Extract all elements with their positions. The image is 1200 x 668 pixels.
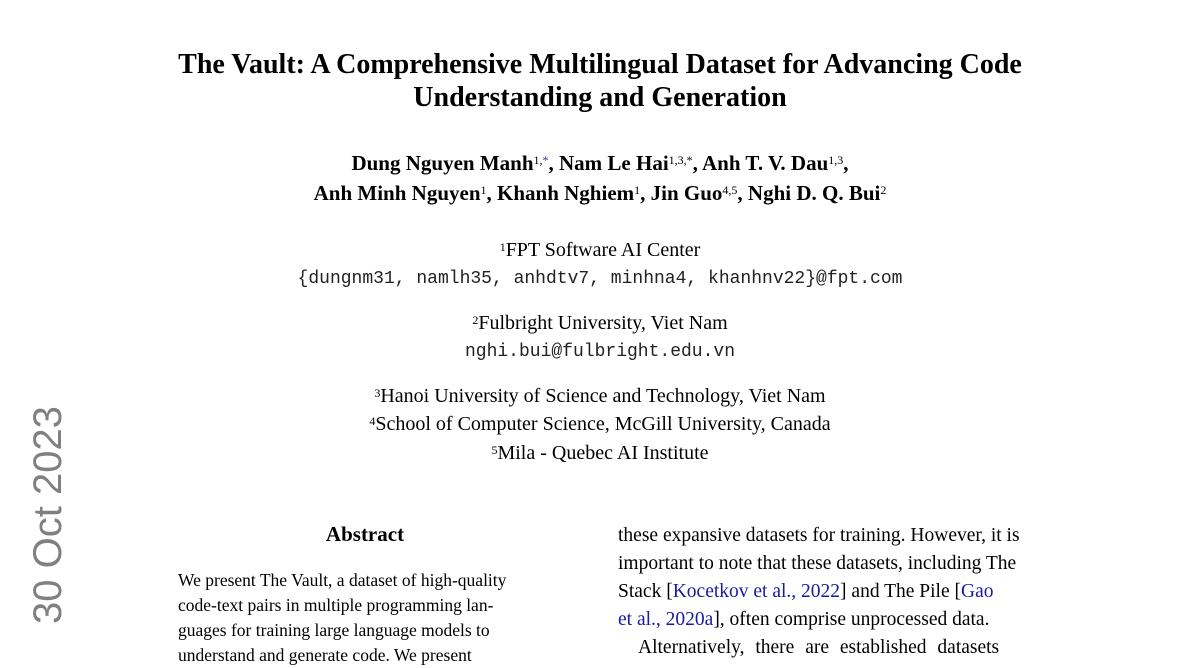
author: , Khanh Nghiem xyxy=(486,181,635,205)
footnote-link[interactable]: * xyxy=(542,153,549,167)
author: , Nam Le Hai xyxy=(548,151,669,175)
affiliation-email: {dungnm31, namlh35, anhdtv7, minhna4, kh… xyxy=(297,269,903,289)
affiliation-email: nghi.bui@fulbright.edu.vn xyxy=(464,342,736,362)
affiliation: 1FPT Software AI Center xyxy=(499,239,701,261)
affiliation: 2Fulbright University, Viet Nam xyxy=(472,312,728,334)
abstract-heading: Abstract xyxy=(325,522,405,546)
author: , Nghi D. Q. Bui xyxy=(737,181,881,205)
affiliation: 5Mila - Quebec AI Institute xyxy=(491,442,709,464)
author: Dung Nguyen Manh xyxy=(351,151,534,175)
author: Anh Minh Nguyen xyxy=(313,181,481,205)
citation-link[interactable]: Gao xyxy=(961,581,994,602)
citation-link[interactable]: Kocetkov et al., 2022 xyxy=(672,581,841,602)
affiliation: 3Hanoi University of Science and Technol… xyxy=(374,385,826,407)
author: , Anh T. V. Dau xyxy=(692,151,829,175)
affiliation: 4School of Computer Science, McGill Univ… xyxy=(369,413,831,435)
citation-link[interactable]: et al., 2020a xyxy=(618,609,714,630)
paper-title: The Vault: A Comprehensive Multilingual … xyxy=(178,49,1022,113)
body-text: these expansive datasets for training. H… xyxy=(618,525,1020,658)
arxiv-date-stamp: 30 Oct 2023 xyxy=(26,406,70,624)
abstract-text: We present The Vault, a dataset of high-… xyxy=(178,570,507,665)
author: , Jin Guo xyxy=(640,181,723,205)
author-list: Dung Nguyen Manh1,*, Nam Le Hai1,3,*, An… xyxy=(313,151,887,205)
